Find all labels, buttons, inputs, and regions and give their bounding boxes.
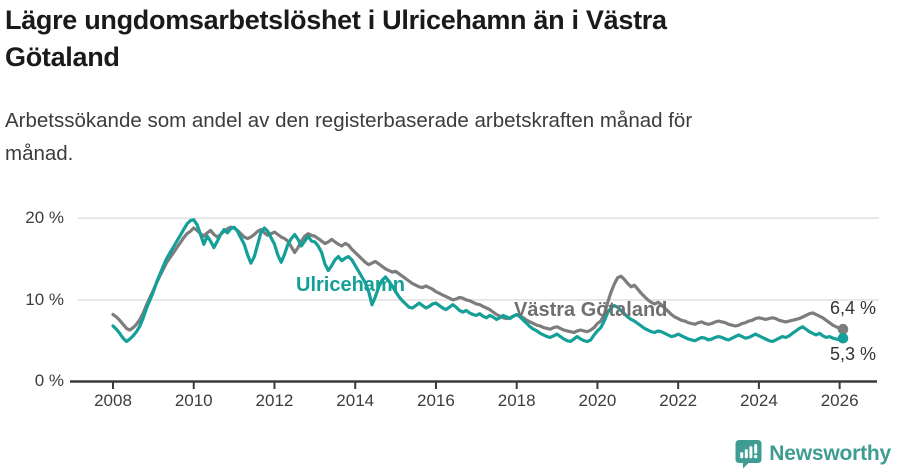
x-axis-label-2008: 2008 [94,391,132,410]
x-axis-label-2012: 2012 [255,391,294,410]
series-label-ulricehamn: Ulricehamn [296,274,405,296]
end-value-label-vastra-gotaland: 6,4 % [829,298,876,318]
x-axis-label-2020: 2020 [578,391,617,410]
series-label-vastra-gotaland: Västra Götaland [514,299,668,321]
series-line-vastra-gotaland [111,225,845,335]
end-dot-ulricehamn [837,332,849,344]
x-axis-label-2018: 2018 [497,391,536,410]
x-axis-label-2016: 2016 [417,391,455,410]
x-axis-label-2024: 2024 [739,391,778,410]
chart-subtitle-line-2: månad. [5,142,74,165]
x-axis-label-2014: 2014 [336,391,375,410]
newsworthy-brand: Newsworthy [735,439,891,469]
end-value-label-ulricehamn: 5,3 % [829,344,876,364]
y-axis-label-10: 10 % [25,290,64,309]
newsworthy-wordmark: Newsworthy [769,442,891,465]
series-line-ulricehamn [111,218,845,344]
page-title-line-1: Lägre ungdomsarbetslöshet i Ulricehamn ä… [5,5,667,35]
page-title: Lägre ungdomsarbetslöshet i Ulricehamn ä… [5,2,667,76]
newsworthy-logo-icon [735,440,762,469]
y-axis-label-0: 0 % [34,371,64,390]
chart-subtitle: Arbetssökande som andel av den registerb… [5,104,692,170]
x-axis-label-2026: 2026 [820,391,859,410]
chart-subtitle-line-1: Arbetssökande som andel av den registerb… [5,109,693,132]
x-axis-label-2022: 2022 [659,391,698,410]
x-axis-label-2010: 2010 [174,391,213,410]
end-dot-vastra-gotaland [837,323,849,335]
page-title-line-2: Götaland [5,42,120,72]
y-axis-label-20: 20 % [25,208,64,227]
